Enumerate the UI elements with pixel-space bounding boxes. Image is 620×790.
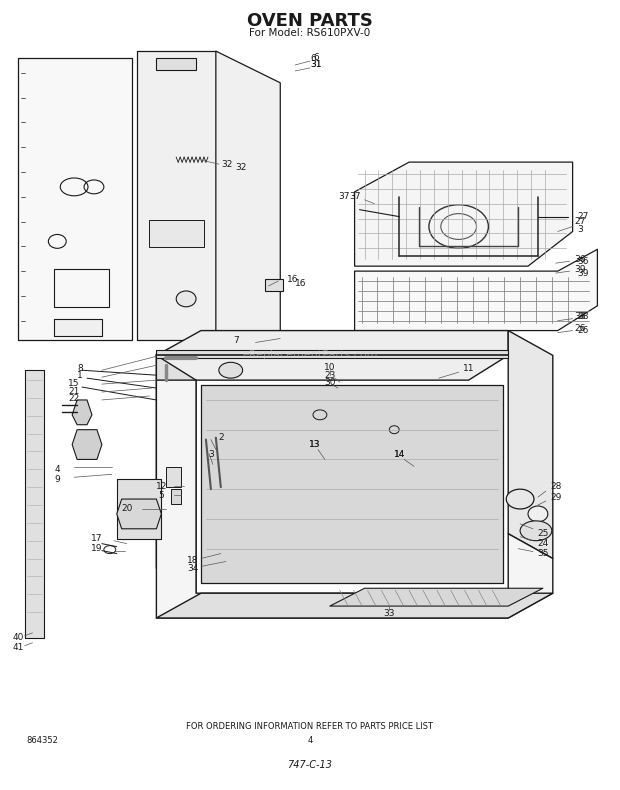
Text: 1: 1 [78, 371, 83, 380]
Text: 37: 37 [338, 192, 350, 201]
Text: 15: 15 [68, 378, 80, 388]
Text: 19: 19 [91, 544, 103, 553]
Bar [156, 58, 196, 70]
Bar [156, 351, 508, 359]
Polygon shape [201, 385, 503, 583]
Polygon shape [72, 430, 102, 460]
Text: 39: 39 [578, 269, 589, 277]
Polygon shape [17, 58, 131, 340]
Text: 6: 6 [313, 53, 319, 62]
Bar [171, 489, 181, 504]
Text: 37: 37 [349, 192, 360, 201]
Text: 23: 23 [324, 371, 335, 380]
Ellipse shape [219, 363, 242, 378]
Text: 28: 28 [550, 482, 562, 491]
Polygon shape [55, 318, 102, 336]
Text: 30: 30 [324, 378, 335, 386]
Ellipse shape [520, 521, 552, 540]
Text: 2: 2 [218, 433, 224, 442]
Text: 7: 7 [232, 336, 239, 345]
Bar [166, 468, 181, 487]
Polygon shape [355, 162, 573, 266]
Ellipse shape [506, 489, 534, 509]
Text: 9: 9 [55, 475, 60, 483]
Bar [265, 279, 283, 291]
Text: 21: 21 [68, 386, 80, 396]
Ellipse shape [176, 291, 196, 307]
Text: FOR ORDERING INFORMATION REFER TO PARTS PRICE LIST: FOR ORDERING INFORMATION REFER TO PARTS … [187, 723, 433, 732]
Text: 26: 26 [574, 324, 585, 333]
Text: 32: 32 [221, 160, 232, 168]
Text: 38: 38 [574, 312, 585, 322]
Ellipse shape [528, 506, 548, 522]
Polygon shape [156, 380, 553, 618]
Text: 14: 14 [394, 450, 405, 459]
Text: OVEN PARTS: OVEN PARTS [247, 13, 373, 30]
Text: 8: 8 [78, 363, 83, 373]
Text: 29: 29 [550, 493, 562, 502]
Text: 3: 3 [578, 225, 583, 234]
Text: 14: 14 [394, 450, 405, 459]
Text: 13: 13 [309, 440, 321, 449]
Text: 20: 20 [121, 505, 132, 514]
Text: 35: 35 [537, 549, 549, 558]
Polygon shape [216, 51, 280, 340]
Text: 5: 5 [159, 491, 164, 499]
Text: 18: 18 [187, 556, 199, 565]
Text: 25: 25 [537, 529, 549, 538]
Text: 3: 3 [208, 450, 214, 459]
Text: 4: 4 [308, 736, 312, 746]
Text: 36: 36 [578, 257, 589, 265]
Text: 16: 16 [295, 279, 307, 288]
Text: 34: 34 [187, 564, 199, 573]
Bar [55, 269, 109, 307]
Text: 39: 39 [574, 265, 585, 273]
Polygon shape [117, 480, 161, 539]
Text: 11: 11 [463, 363, 474, 373]
Text: For Model: RS610PXV-0: For Model: RS610PXV-0 [249, 28, 371, 38]
Text: 31: 31 [310, 61, 322, 70]
Text: 36: 36 [574, 254, 585, 264]
Polygon shape [355, 250, 598, 330]
Polygon shape [330, 589, 543, 606]
Text: 747-C-13: 747-C-13 [288, 760, 332, 769]
Text: 4: 4 [55, 465, 60, 474]
Text: eReplacementParts.com: eReplacementParts.com [242, 350, 378, 360]
Text: 38: 38 [578, 312, 589, 322]
Text: 864352: 864352 [27, 736, 58, 746]
Polygon shape [156, 330, 508, 380]
Text: 22: 22 [68, 394, 80, 404]
Text: 10: 10 [324, 363, 335, 372]
Polygon shape [508, 330, 553, 559]
Bar [149, 220, 204, 247]
Text: 13: 13 [309, 440, 321, 449]
Text: 32: 32 [235, 163, 246, 171]
Text: 24: 24 [538, 539, 549, 548]
Polygon shape [156, 356, 196, 593]
Text: 26: 26 [578, 326, 589, 335]
Text: 12: 12 [156, 482, 167, 491]
Polygon shape [72, 400, 92, 425]
Text: 27: 27 [578, 212, 589, 221]
Text: 41: 41 [13, 643, 24, 653]
Text: 16: 16 [288, 275, 299, 284]
Text: 40: 40 [13, 634, 24, 642]
Polygon shape [117, 499, 161, 529]
Text: 17: 17 [91, 534, 103, 544]
Text: 27: 27 [574, 217, 585, 226]
Text: 33: 33 [384, 608, 395, 618]
Text: 6: 6 [310, 54, 316, 62]
Polygon shape [156, 593, 553, 618]
Polygon shape [25, 371, 45, 638]
Polygon shape [136, 51, 216, 340]
Text: 31: 31 [310, 61, 322, 70]
